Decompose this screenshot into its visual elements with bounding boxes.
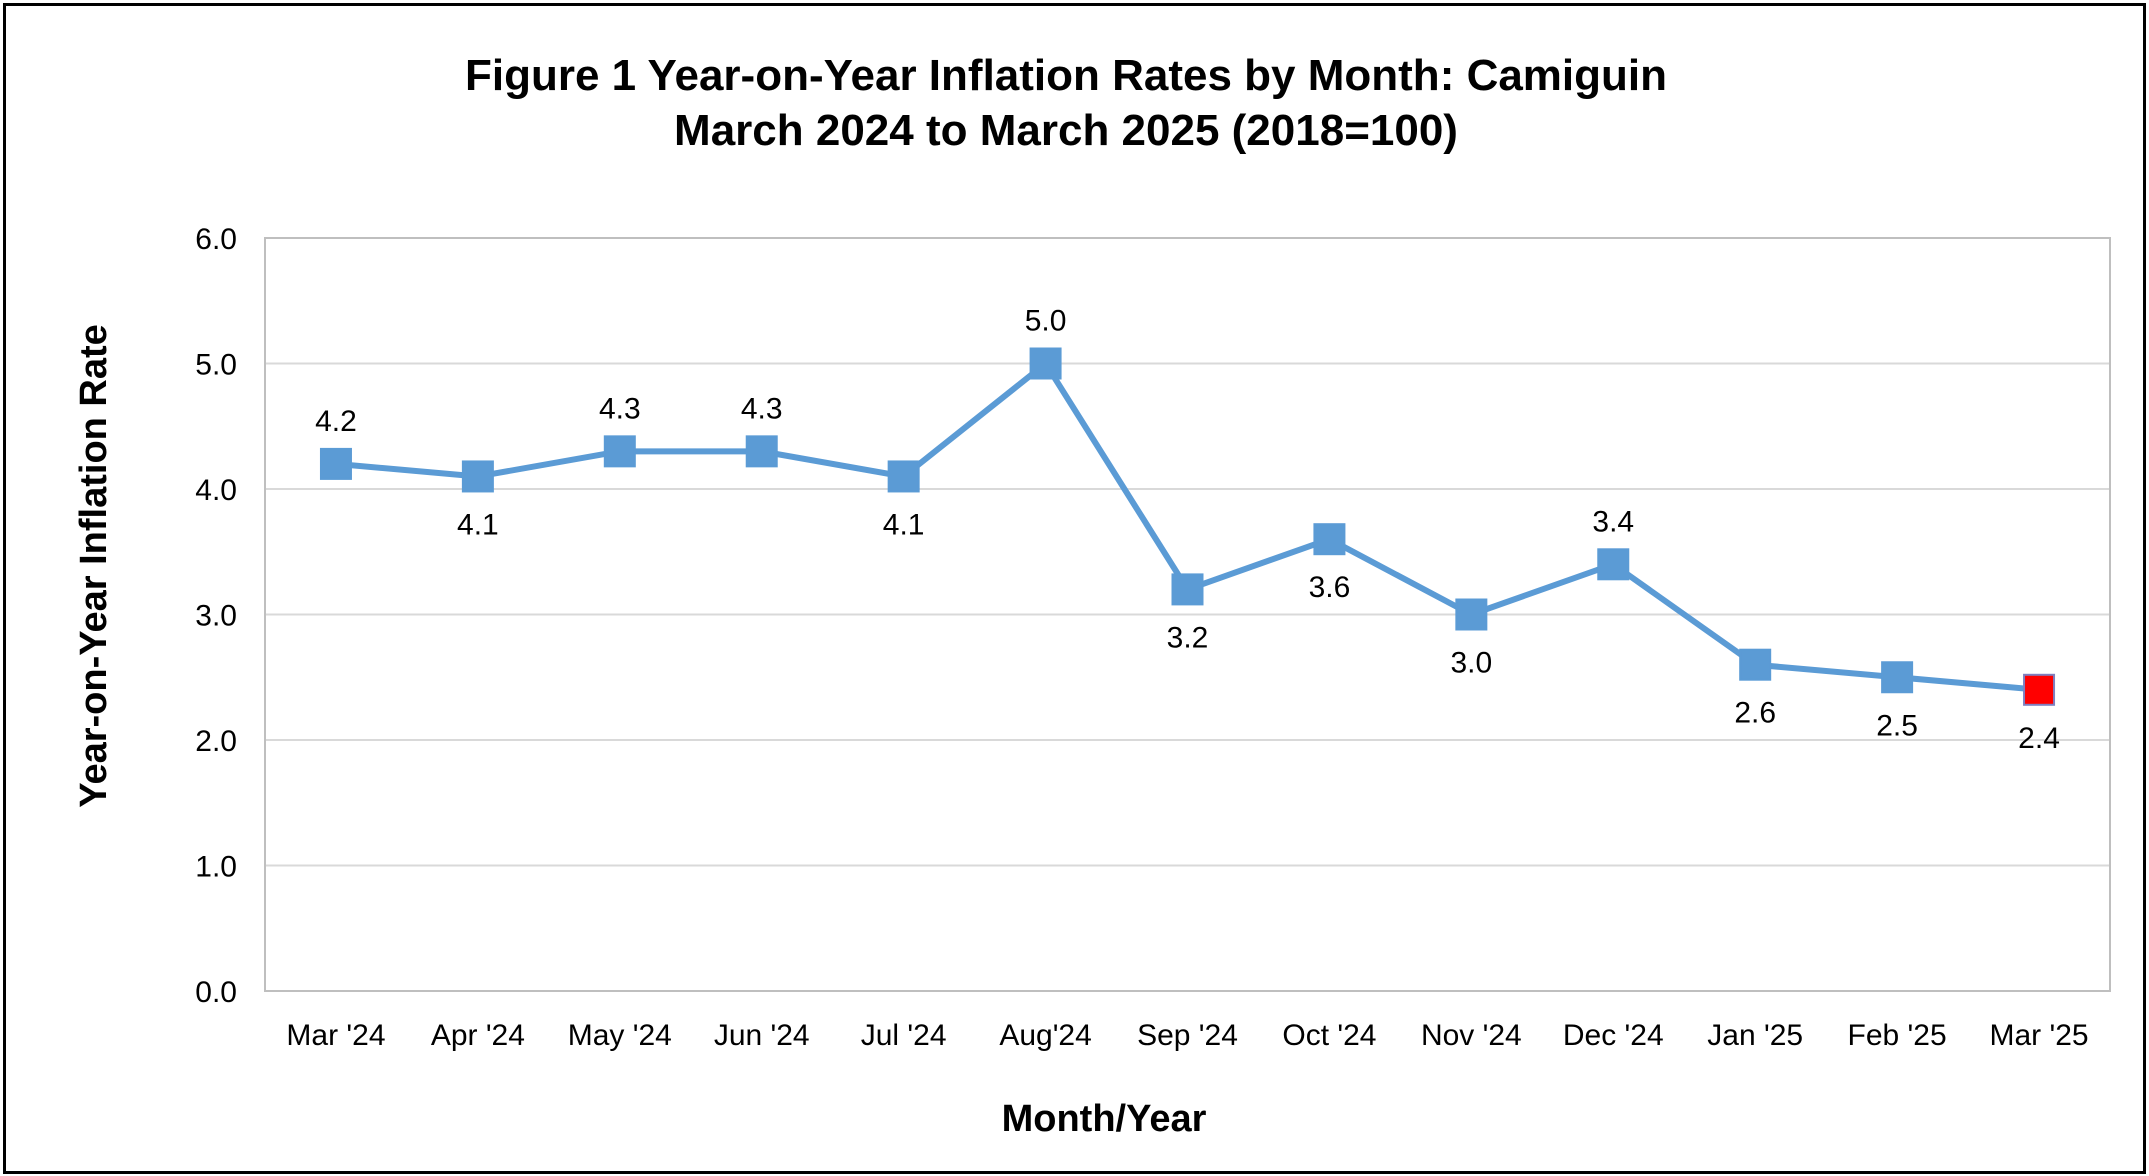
- data-label: 2.5: [1876, 709, 1918, 742]
- y-tick-label: 5.0: [195, 349, 237, 382]
- x-tick-label: Oct '24: [1282, 1019, 1376, 1052]
- data-point-highlight: [2023, 673, 2056, 706]
- data-label: 4.3: [599, 392, 641, 425]
- data-point: [319, 447, 352, 480]
- data-label: 4.1: [883, 508, 925, 541]
- data-point: [887, 460, 920, 493]
- y-axis-ticks: 0.0 1.0 2.0 3.0 4.0 5.0 6.0: [195, 223, 237, 1009]
- data-point: [1739, 648, 1772, 681]
- x-tick-label: Apr '24: [431, 1019, 525, 1052]
- x-tick-label: Mar '25: [1989, 1019, 2088, 1052]
- x-tick-label: Jul '24: [861, 1019, 947, 1052]
- data-label: 3.6: [1309, 571, 1351, 604]
- y-tick-label: 1.0: [195, 851, 237, 884]
- data-label: 3.0: [1450, 647, 1492, 680]
- data-point: [603, 435, 636, 468]
- gridlines: [265, 362, 2110, 867]
- x-tick-label: Nov '24: [1421, 1019, 1522, 1052]
- x-tick-label: Dec '24: [1563, 1019, 1664, 1052]
- data-label: 2.6: [1734, 697, 1776, 730]
- data-labels: 4.2 4.1 4.3 4.3 4.1 5.0 3.2 3.6 3.0 3.4 2.6 2.5 2.4: [315, 305, 2060, 755]
- y-tick-label: 6.0: [195, 223, 237, 256]
- chart-frame: [3, 3, 2146, 1174]
- x-tick-label: Sep '24: [1137, 1019, 1238, 1052]
- x-tick-label: Jun '24: [714, 1019, 810, 1052]
- data-point: [745, 435, 778, 468]
- y-tick-label: 4.0: [195, 474, 237, 507]
- chart-title: Figure 1 Year-on-Year Inflation Rates by…: [465, 51, 1667, 100]
- x-axis-ticks: Mar '24 Apr '24 May '24 Jun '24 Jul '24 Aug'2…: [286, 1019, 2088, 1052]
- data-label: 5.0: [1025, 305, 1067, 338]
- data-point: [461, 460, 494, 493]
- data-point: [1029, 347, 1062, 380]
- data-label: 3.2: [1167, 621, 1209, 654]
- y-tick-label: 2.0: [195, 725, 237, 758]
- data-point: [1171, 573, 1204, 606]
- data-label: 4.1: [457, 508, 499, 541]
- data-label: 2.4: [2018, 722, 2060, 755]
- series-line-group: [319, 347, 2056, 706]
- x-tick-label: Feb '25: [1848, 1019, 1947, 1052]
- x-tick-label: Aug'24: [999, 1019, 1091, 1052]
- chart-subtitle: March 2024 to March 2025 (2018=100): [674, 106, 1458, 155]
- data-point: [1881, 661, 1914, 694]
- y-tick-label: 0.0: [195, 976, 237, 1009]
- data-point: [1455, 598, 1488, 631]
- x-tick-label: May '24: [568, 1019, 672, 1052]
- x-tick-label: Jan '25: [1707, 1019, 1803, 1052]
- x-axis-title: Month/Year: [1002, 1098, 1207, 1140]
- data-point: [1313, 523, 1346, 556]
- data-point: [1597, 548, 1630, 581]
- y-axis-title: Year-on-Year Inflation Rate: [73, 324, 115, 808]
- x-tick-label: Mar '24: [286, 1019, 385, 1052]
- data-label: 4.2: [315, 405, 357, 438]
- data-label: 3.4: [1592, 505, 1634, 538]
- y-tick-label: 3.0: [195, 600, 237, 633]
- data-label: 4.3: [741, 392, 783, 425]
- plot-area: [264, 237, 2111, 992]
